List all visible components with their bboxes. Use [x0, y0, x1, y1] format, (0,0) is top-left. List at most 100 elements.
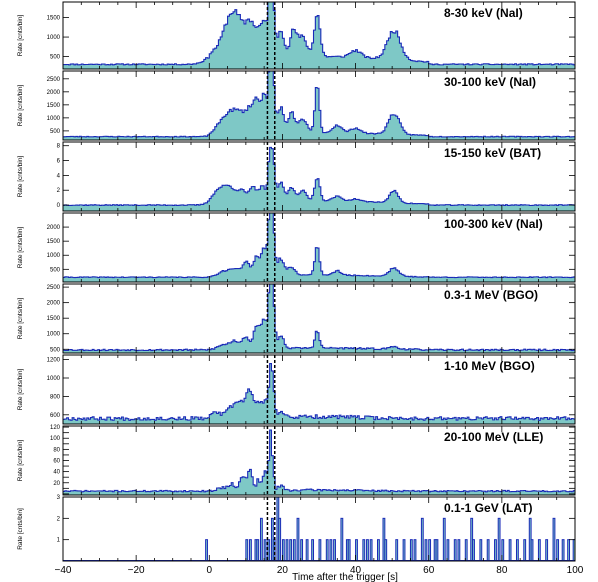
count-bar [442, 517, 446, 562]
y-tick-label: 2000 [47, 225, 61, 231]
panel-6: 600 800 1000 1200 1-10 MeV (BGO) Rate [cnts/b… [17, 354, 576, 425]
count-bar [472, 539, 475, 562]
count-bar [479, 539, 483, 562]
y-tick-label: 600 [50, 413, 61, 419]
y-tick-label: 1500 [47, 16, 61, 22]
count-bar [420, 517, 424, 562]
y-tick-label: 40 [53, 470, 60, 476]
y-tick-label: 2 [57, 516, 61, 522]
count-bar [259, 517, 263, 562]
y-tick-label: 0 [57, 203, 61, 209]
y-tick-label: 1000 [47, 35, 61, 41]
count-bar [305, 539, 309, 562]
panel-8: 1 2 3 0.1-1 GeV (LAT) Rate [cnts/bin] [17, 495, 576, 562]
count-bar [515, 539, 519, 562]
count-bar [464, 539, 468, 562]
y-axis-label: Rate [cnts/bin] [17, 440, 24, 482]
count-bar [278, 517, 282, 562]
y-tick-label: 1 [57, 538, 61, 544]
rate-fill [63, 213, 575, 282]
y-tick-label: 500 [50, 347, 61, 353]
count-bar [446, 539, 450, 562]
count-bar [384, 539, 388, 562]
count-bar [508, 539, 512, 562]
rate-histogram [63, 146, 575, 207]
y-tick-label: 20 [53, 481, 60, 487]
panel-title: 15-150 keV (BAT) [444, 146, 541, 160]
x-tick-label: 100 [567, 565, 584, 576]
panel-title: 30-100 keV (NaI) [444, 75, 536, 89]
panel-7: 20 40 60 80 100 120 20-100 MeV (LLE) Rate [cnts… [17, 425, 576, 496]
panel-title: 8-30 keV (NaI) [444, 6, 523, 20]
count-bar [537, 539, 541, 562]
count-bar [340, 517, 344, 562]
count-bar [545, 539, 549, 562]
panel-title: 20-100 MeV (LLE) [444, 430, 543, 444]
count-bar [567, 539, 571, 562]
count-bar [289, 539, 293, 562]
panel-3: 0 2 4 6 8 15-150 keV (BAT) Rate [cnts/bin] [17, 141, 576, 212]
count-bar [347, 539, 351, 562]
count-bar [292, 539, 296, 562]
count-bar [362, 539, 366, 562]
y-tick-label: 120 [50, 425, 61, 431]
y-tick-label: 1500 [47, 103, 61, 109]
count-bar [561, 539, 565, 562]
panel-1: 500 1000 1500 8-30 keV (NaI) Rate [cnts/bin] [17, 1, 576, 70]
x-tick-label: −20 [128, 565, 145, 576]
rate-histogram [63, 429, 575, 493]
count-bar [300, 539, 304, 562]
y-tick-label: 100 [50, 436, 61, 442]
y-tick-label: 1000 [47, 116, 61, 122]
y-tick-label: 4 [57, 173, 61, 179]
count-bar [366, 539, 369, 562]
y-axis-label: Rate [cnts/bin] [17, 508, 24, 550]
y-tick-label: 2000 [47, 301, 61, 307]
count-bar [296, 517, 300, 562]
y-tick-label: 3 [57, 495, 61, 501]
count-bar [329, 539, 333, 562]
count-bar [409, 539, 413, 562]
count-bar [263, 539, 267, 562]
y-tick-label: 2500 [47, 77, 61, 83]
count-bar [552, 517, 556, 562]
y-tick-label: 80 [53, 447, 60, 453]
y-tick-label: 60 [53, 459, 60, 465]
x-tick-label: 0 [207, 565, 213, 576]
panel-5: 500 1000 1500 2000 2500 0.3-1 MeV (BGO) Rate [… [17, 283, 576, 354]
rate-histogram [63, 362, 575, 421]
count-bar [285, 539, 289, 562]
panel-title: 1-10 MeV (BGO) [444, 359, 535, 373]
y-tick-label: 500 [50, 267, 61, 273]
panel-4: 500 1000 1500 2000 100-300 keV (NaI) Rate [cn… [17, 212, 576, 283]
count-bar [333, 539, 336, 562]
y-tick-label: 1000 [47, 332, 61, 338]
count-bar [494, 539, 497, 562]
y-tick-label: 500 [50, 129, 61, 135]
count-bar [249, 539, 252, 562]
count-bar [245, 539, 249, 562]
count-bar [486, 539, 490, 562]
rate-histogram [63, 212, 575, 279]
y-tick-label: 1500 [47, 316, 61, 322]
count-bar [318, 539, 322, 562]
count-bar [205, 539, 208, 562]
count-bar [413, 539, 417, 562]
count-bar [377, 539, 380, 562]
y-tick-label: 1000 [47, 253, 61, 259]
rate-fill [63, 2, 575, 69]
y-tick-label: 1000 [47, 376, 61, 382]
count-bar [311, 539, 315, 562]
y-tick-label: 2000 [47, 90, 61, 96]
plot-background [63, 426, 575, 495]
y-axis-label: Rate [cnts/bin] [17, 227, 24, 269]
y-tick-label: 1200 [47, 358, 61, 364]
y-tick-label: 2 [57, 188, 61, 194]
x-axis-label: Time after the trigger [s] [292, 572, 398, 582]
count-bar [424, 539, 428, 562]
y-tick-label: 8 [57, 144, 61, 150]
count-bar [395, 539, 399, 562]
count-bar [453, 539, 457, 562]
x-tick-label: −40 [55, 565, 72, 576]
